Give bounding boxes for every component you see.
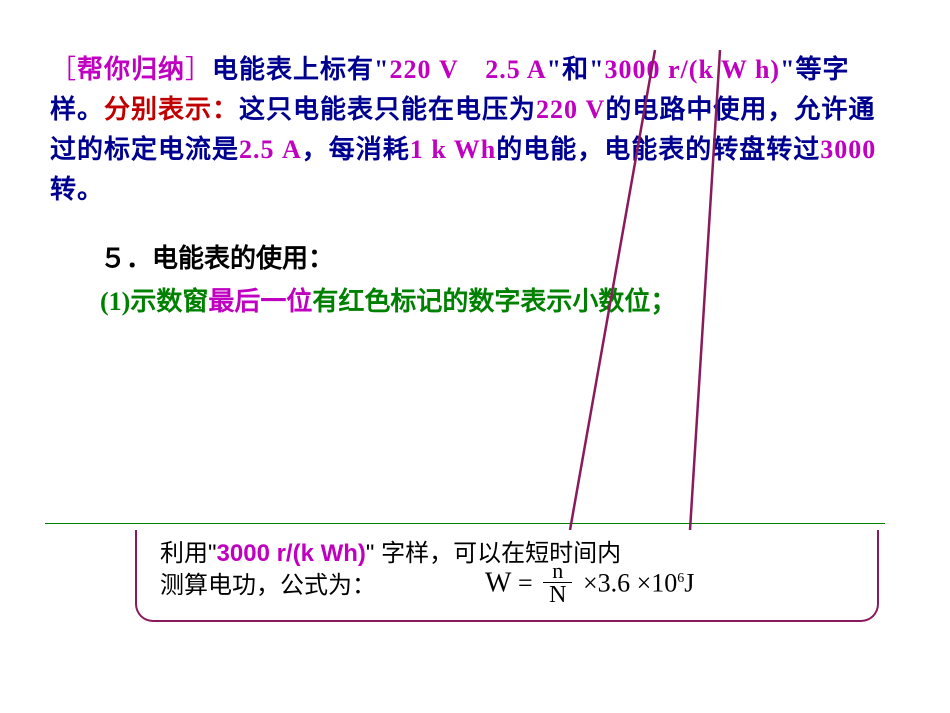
bracket-open: ［ bbox=[50, 55, 77, 84]
formula-W: W bbox=[485, 567, 511, 598]
text-means: 分别表示： bbox=[104, 95, 239, 124]
bracket-close: ］ bbox=[185, 55, 212, 84]
text: 利用" bbox=[160, 540, 217, 567]
section-title: ５．电能表的使用： bbox=[100, 238, 900, 275]
value-220v-2.5a: 220 V 2.5 A bbox=[389, 55, 546, 84]
text: 电能表上标有" bbox=[212, 55, 389, 84]
value-220v: 220 V bbox=[536, 95, 605, 124]
formula-eq: = bbox=[518, 568, 533, 597]
value-3000r-kwh: 3000 r/(k Wh) bbox=[217, 540, 366, 567]
text: 转。 bbox=[50, 175, 104, 204]
formula-times: × bbox=[637, 568, 652, 597]
item-number: (1) bbox=[100, 287, 130, 316]
formula-denominator: N bbox=[543, 583, 572, 607]
usage-item-1: (1)示数窗最后一位有红色标记的数字表示小数位； bbox=[100, 281, 900, 318]
formula-unit: J bbox=[684, 568, 694, 597]
text: 示数窗 bbox=[130, 287, 208, 316]
slide-content: ［帮你归纳］电能表上标有"220 V 2.5 A"和"3000 r/(k W h… bbox=[50, 50, 900, 318]
formula-callout: 利用"3000 r/(k Wh)" 字样，可以在短时间内 测算电功，公式为： W… bbox=[105, 510, 875, 625]
formula-10: 10 bbox=[651, 568, 677, 597]
formula: W = n N ×3.6 ×106J bbox=[485, 562, 694, 609]
text-last-digit: 最后一位 bbox=[208, 287, 312, 316]
value-2.5a: 2.5 A bbox=[239, 135, 302, 164]
formula-times: × bbox=[583, 568, 598, 597]
text: "和" bbox=[547, 55, 605, 84]
formula-3.6: 3.6 bbox=[598, 568, 631, 597]
value-3000: 3000 bbox=[820, 135, 876, 164]
value-3000r: 3000 r/(k W h) bbox=[605, 55, 781, 84]
text: ，每消耗 bbox=[302, 135, 410, 164]
formula-fraction: n N bbox=[543, 560, 572, 607]
text: 测算电功，公式为： bbox=[160, 572, 376, 599]
text: 这只电能表只能在电压为 bbox=[239, 95, 536, 124]
text: 的电能，电能表的转盘转过 bbox=[496, 135, 820, 164]
text: 有红色标记的数字表示小数位； bbox=[312, 287, 676, 316]
value-1kwh: 1 k Wh bbox=[410, 135, 496, 164]
bracket-label: 帮你归纳 bbox=[77, 55, 185, 84]
summary-paragraph: ［帮你归纳］电能表上标有"220 V 2.5 A"和"3000 r/(k W h… bbox=[50, 50, 900, 210]
formula-numerator: n bbox=[543, 560, 572, 583]
